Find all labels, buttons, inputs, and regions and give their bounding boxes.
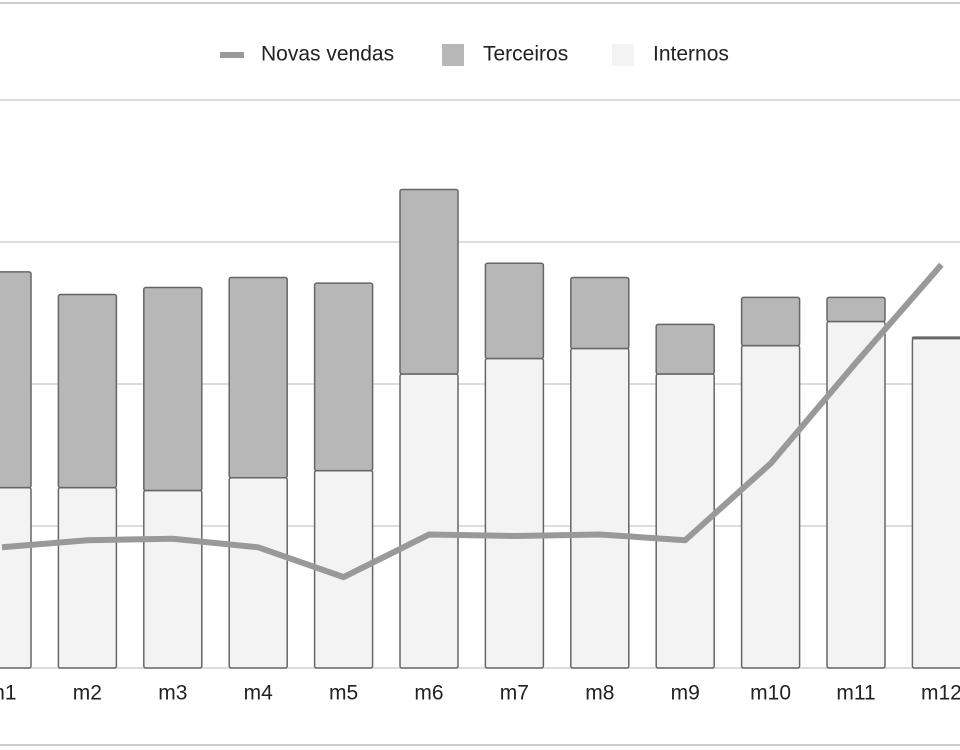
bar-segment <box>228 276 288 479</box>
bar-segment <box>0 486 32 669</box>
legend-swatch <box>612 44 634 66</box>
bar-segment <box>57 293 118 489</box>
x-tick-label: m10 <box>750 682 791 705</box>
x-tick-label: m12 <box>921 682 960 705</box>
x-tick-label: m3 <box>158 682 187 705</box>
x-tick-label: m8 <box>585 682 614 705</box>
x-tick-label: m5 <box>329 682 358 705</box>
bar-segment <box>826 296 886 323</box>
legend-label: Internos <box>653 43 729 66</box>
x-tick-label: m1 <box>0 682 17 705</box>
bar-segment <box>313 282 374 472</box>
bar-segment <box>143 286 203 492</box>
legend-label: Novas vendas <box>261 43 394 66</box>
bar-segment <box>655 323 715 375</box>
legend-label: Terceiros <box>483 43 568 66</box>
bar-segment <box>911 337 960 669</box>
bar-segment <box>740 344 801 669</box>
x-tick-label: m6 <box>414 682 443 705</box>
line-series <box>1 262 944 581</box>
bar-segment <box>570 347 630 669</box>
bar-segment <box>570 276 630 350</box>
bar-segment <box>826 320 886 669</box>
x-tick-label: m9 <box>671 682 700 705</box>
x-tick-label: m7 <box>500 682 529 705</box>
bar-segment <box>399 188 459 375</box>
bar-segment <box>484 357 545 669</box>
legend-swatch <box>442 44 464 66</box>
x-tick-label: m11 <box>836 682 875 705</box>
bar-segment <box>0 271 32 489</box>
x-tick-label: m2 <box>73 682 102 705</box>
bar-segment <box>399 373 459 669</box>
bar-segment <box>484 262 545 360</box>
bar-segment <box>57 486 118 669</box>
bar-segment <box>228 476 288 669</box>
bar-segment <box>740 296 801 347</box>
bar-segment <box>143 489 203 669</box>
x-tick-label: m4 <box>244 682 273 705</box>
bar-segment <box>911 336 960 340</box>
